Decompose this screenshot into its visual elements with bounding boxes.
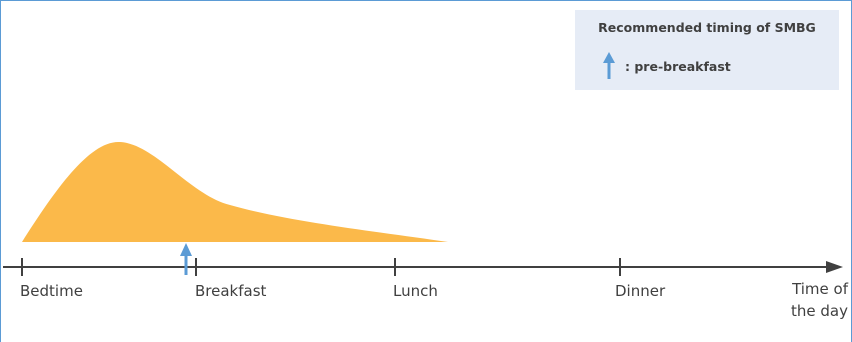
up-arrow-icon <box>603 52 615 79</box>
axis-title-line1: Time of <box>792 280 848 298</box>
tick-label-bedtime: Bedtime <box>20 282 83 300</box>
legend-label: : pre-breakfast <box>625 58 731 74</box>
time-axis-arrowhead <box>826 261 843 273</box>
tick-label-breakfast: Breakfast <box>195 282 267 300</box>
axis-title: Time of the day <box>760 278 848 322</box>
legend-box: Recommended timing of SMBG : pre-breakfa… <box>575 10 839 90</box>
insulin-curve-area <box>22 141 448 242</box>
legend-item-pre-breakfast: : pre-breakfast <box>602 52 731 80</box>
pre-breakfast-arrow-icon <box>180 243 192 275</box>
axis-title-line2: the day <box>791 302 848 320</box>
legend-title: Recommended timing of SMBG <box>598 20 816 35</box>
tick-label-dinner: Dinner <box>615 282 666 300</box>
tick-label-lunch: Lunch <box>393 282 438 300</box>
